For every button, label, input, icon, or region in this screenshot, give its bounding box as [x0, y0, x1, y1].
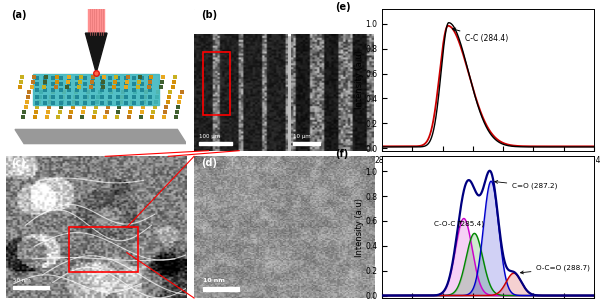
- Text: (f): (f): [335, 149, 349, 159]
- Bar: [203, 51, 230, 115]
- Text: (a): (a): [11, 11, 27, 20]
- Text: (d): (d): [201, 158, 217, 168]
- Text: 10 μm: 10 μm: [293, 134, 311, 139]
- X-axis label: Binding Energy (eV): Binding Energy (eV): [440, 167, 536, 176]
- Y-axis label: Intensity (a.u): Intensity (a.u): [355, 198, 364, 257]
- Bar: [194, 9, 374, 35]
- Text: (e): (e): [335, 2, 351, 12]
- Bar: [13, 286, 49, 290]
- Text: 10 nm: 10 nm: [203, 278, 225, 284]
- Polygon shape: [15, 129, 187, 144]
- Text: C=O (287.2): C=O (287.2): [495, 181, 557, 189]
- Text: (b): (b): [201, 11, 217, 20]
- Text: 50 nm: 50 nm: [13, 278, 31, 284]
- Y-axis label: Intensity (a.u): Intensity (a.u): [355, 50, 364, 109]
- Text: C-C (284.4): C-C (284.4): [452, 28, 509, 43]
- Text: 100 μm: 100 μm: [199, 134, 221, 139]
- Bar: [88, 0, 104, 35]
- Bar: [203, 287, 239, 291]
- Bar: [69, 227, 137, 272]
- Text: (c): (c): [11, 158, 26, 168]
- Polygon shape: [85, 33, 107, 73]
- Bar: [293, 142, 320, 145]
- Bar: [33, 74, 160, 105]
- Text: O-C=O (288.7): O-C=O (288.7): [520, 265, 590, 274]
- Bar: [199, 142, 232, 145]
- Text: C-O-C (285.4): C-O-C (285.4): [434, 220, 484, 227]
